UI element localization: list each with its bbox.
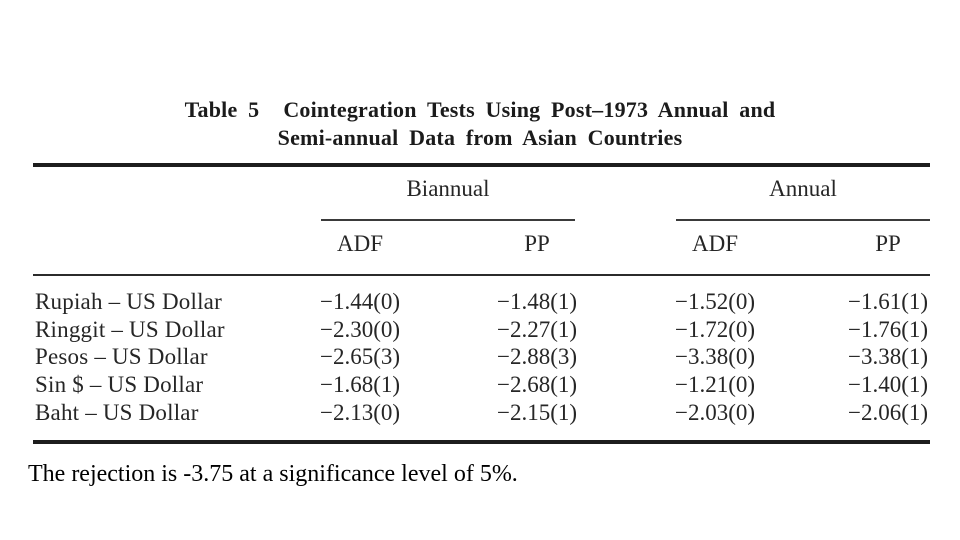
annual-pp-value: −2.06(1) <box>847 399 929 425</box>
table-title-line1: Table 5 Cointegration Tests Using Post–1… <box>0 96 960 124</box>
table-row: Pesos – US Dollar −2.65(3) −2.88(3) −3.3… <box>0 345 960 371</box>
annual-pp-value: −3.38(1) <box>847 344 929 370</box>
column-header-annual-adf: ADF <box>691 231 738 256</box>
biannual-pp-value: −2.88(3) <box>496 344 578 370</box>
column-group-annual: Annual <box>769 176 837 201</box>
currency-pair-label: Pesos – US Dollar <box>35 344 208 370</box>
table-title: Table 5 Cointegration Tests Using Post–1… <box>0 96 960 152</box>
table-title-line2: Semi-annual Data from Asian Countries <box>277 125 683 150</box>
annual-spanner-rule <box>676 219 930 221</box>
column-header-biannual-pp: PP <box>524 231 550 256</box>
header-rule <box>33 274 930 276</box>
annual-pp-value: −1.61(1) <box>847 289 929 314</box>
annual-adf-value: −1.72(0) <box>674 316 756 342</box>
biannual-pp-value: −2.68(1) <box>496 372 578 398</box>
annual-adf-value: −1.21(0) <box>674 372 756 398</box>
top-rule <box>33 163 930 167</box>
biannual-pp-value: −2.27(1) <box>496 316 578 342</box>
table-row: Rupiah – US Dollar −1.44(0) −1.48(1) −1.… <box>0 290 960 316</box>
biannual-adf-value: −2.13(0) <box>319 399 401 425</box>
annual-pp-value: −1.40(1) <box>847 372 929 398</box>
table-row: Sin $ – US Dollar −1.68(1) −2.68(1) −1.2… <box>0 373 960 399</box>
biannual-adf-value: −2.30(0) <box>319 316 401 342</box>
currency-pair-label: Ringgit – US Dollar <box>35 316 225 342</box>
currency-pair-label: Rupiah – US Dollar <box>35 289 222 314</box>
currency-pair-label: Baht – US Dollar <box>35 399 199 425</box>
biannual-pp-value: −1.48(1) <box>496 289 578 314</box>
table-row: Ringgit – US Dollar −2.30(0) −2.27(1) −1… <box>0 316 960 344</box>
column-group-biannual: Biannual <box>406 176 490 201</box>
biannual-adf-value: −1.44(0) <box>319 289 401 314</box>
biannual-pp-value: −2.15(1) <box>496 399 578 425</box>
table-title-text: Cointegration Tests Using Post–1973 Annu… <box>283 97 776 122</box>
column-header-annual-pp: PP <box>875 231 901 256</box>
column-header-biannual-adf: ADF <box>336 231 383 256</box>
biannual-adf-value: −2.65(3) <box>319 344 401 370</box>
significance-note: The rejection is -3.75 at a significance… <box>28 461 518 487</box>
annual-adf-value: −2.03(0) <box>674 399 756 425</box>
table-number-label: Table 5 <box>184 97 260 122</box>
biannual-spanner-rule <box>321 219 575 221</box>
currency-pair-label: Sin $ – US Dollar <box>35 372 204 398</box>
table-row: Baht – US Dollar −2.13(0) −2.15(1) −2.03… <box>0 399 960 427</box>
biannual-adf-value: −1.68(1) <box>319 372 401 398</box>
annual-pp-value: −1.76(1) <box>847 316 929 342</box>
annual-adf-value: −3.38(0) <box>674 344 756 370</box>
annual-adf-value: −1.52(0) <box>674 289 756 314</box>
bottom-rule <box>33 440 930 444</box>
